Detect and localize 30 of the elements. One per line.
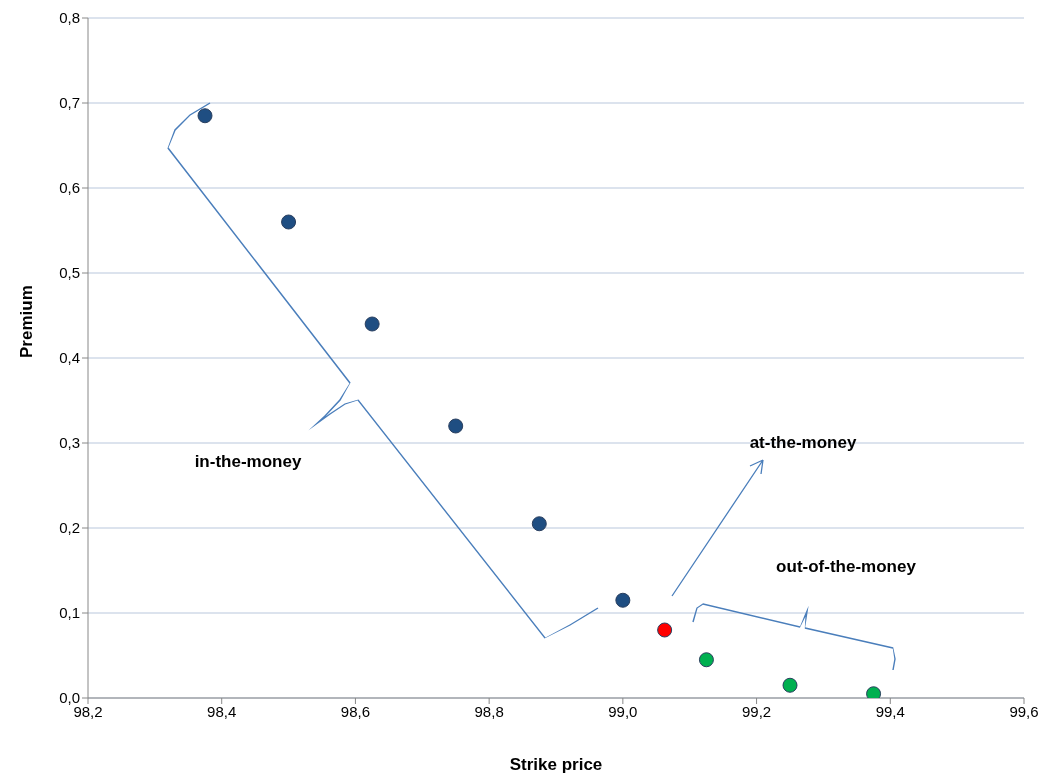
point: [531, 516, 547, 532]
point: [448, 418, 464, 434]
y-tick-label: 0,4: [59, 349, 80, 367]
point: [197, 108, 213, 124]
annotation: in-the-money: [194, 452, 302, 472]
x-tick-label: 98,4: [207, 702, 237, 720]
y-tick-label: 0,3: [59, 434, 80, 452]
y-tick-label: 0,2: [59, 519, 80, 537]
x-tick-label: 99,0: [608, 702, 638, 720]
x-tick-label: 98,6: [340, 702, 371, 720]
x-tick-label: 98,8: [474, 702, 504, 720]
point: [364, 316, 380, 332]
x-axis-title: Strike price: [509, 755, 603, 774]
annotation: out-of-the-money: [776, 557, 917, 577]
x-tick-label: 99,4: [875, 702, 905, 720]
x-tick-label: 99,6: [1009, 702, 1039, 720]
point: [281, 214, 297, 230]
point: [782, 677, 798, 693]
y-tick-label: 0,7: [59, 94, 80, 112]
point: [698, 652, 714, 668]
point: [866, 686, 882, 698]
y-axis-title: Premium: [17, 285, 37, 358]
y-tick-label: 0,1: [59, 604, 80, 622]
point: [615, 592, 631, 608]
y-tick-label: 0,6: [59, 179, 80, 197]
annotation: at-the-money: [749, 433, 857, 453]
point: [657, 622, 673, 638]
y-tick-label: 0,5: [59, 264, 80, 282]
x-tick-label: 99,2: [741, 702, 772, 720]
y-tick-label: 0,8: [59, 9, 80, 27]
